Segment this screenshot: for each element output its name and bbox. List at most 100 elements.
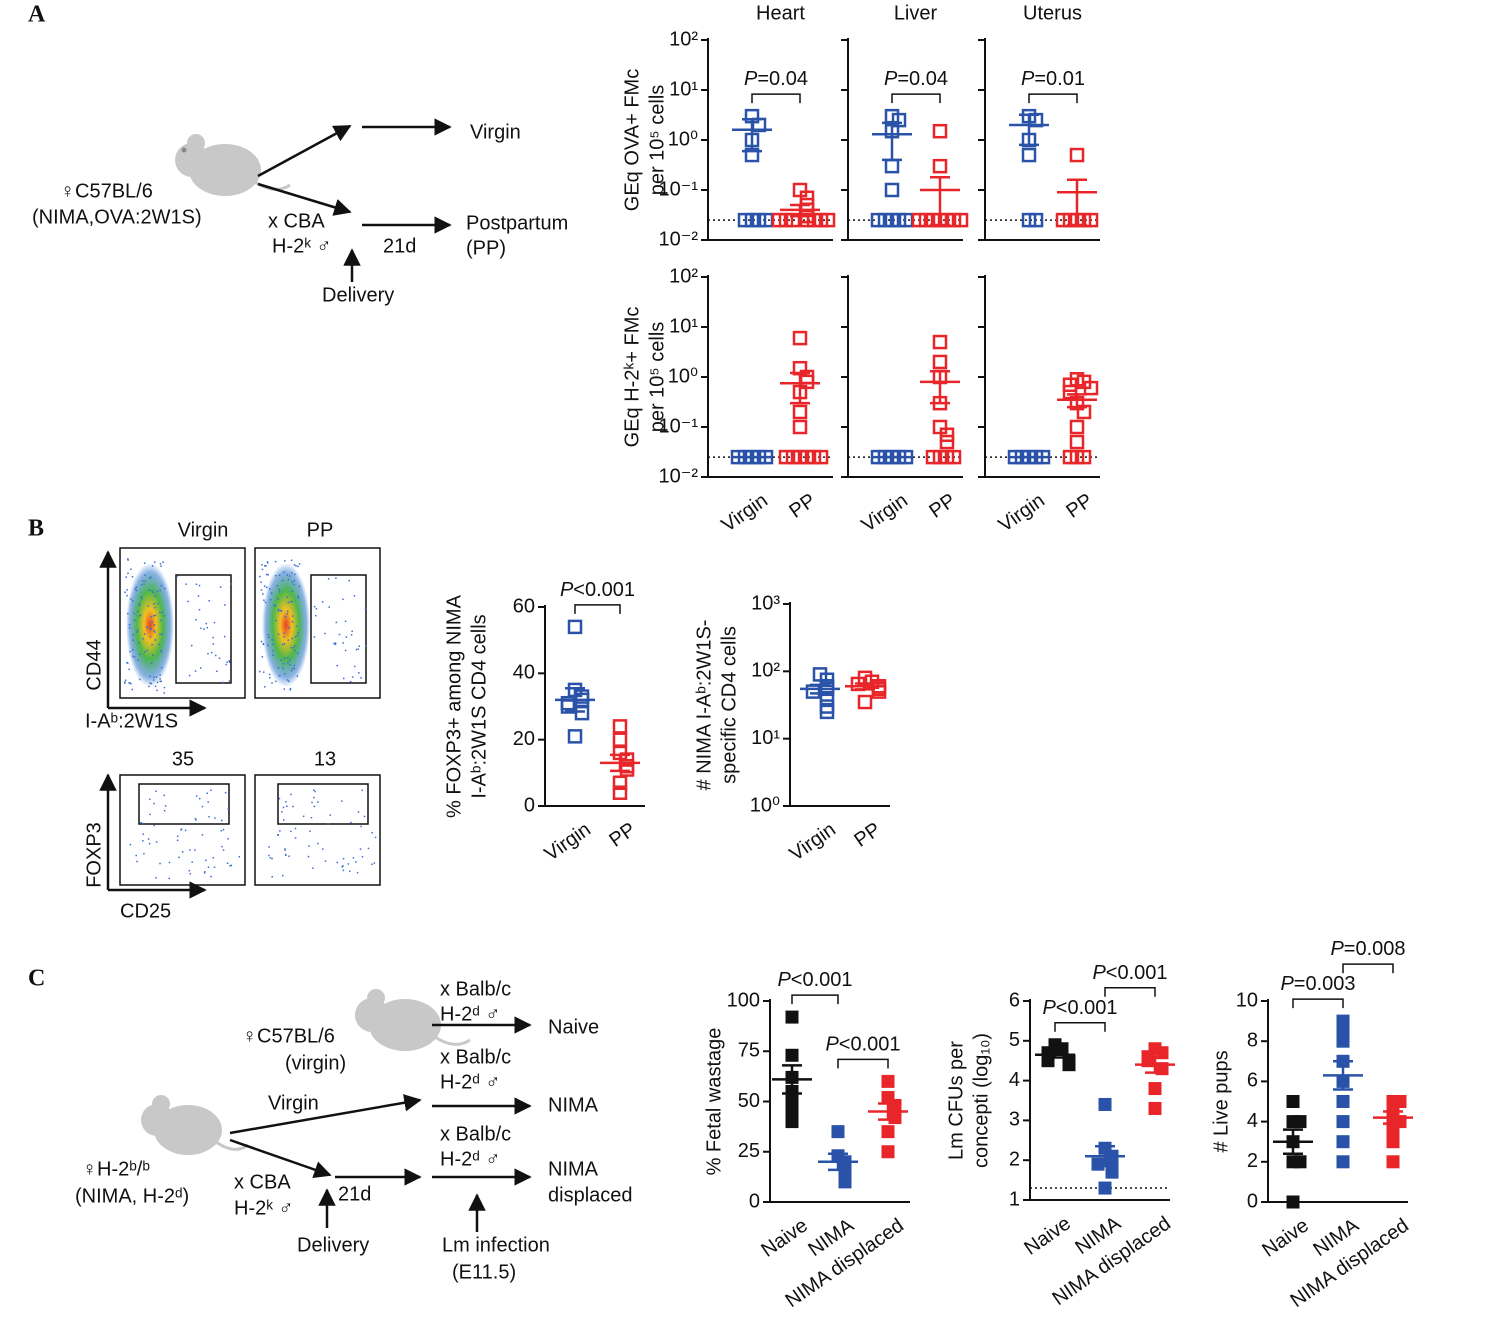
event-dot (149, 682, 151, 684)
cross-label: H-2ᵏ ♂ (272, 235, 332, 257)
event-dot (371, 831, 373, 834)
error-bar (855, 682, 875, 691)
data-point (785, 1115, 799, 1129)
p-value: P=0.003 (1280, 973, 1355, 995)
event-dot (272, 643, 274, 646)
event-dot (355, 861, 357, 863)
event-dot (273, 604, 275, 607)
event-dot (144, 651, 146, 653)
event-dot (151, 643, 153, 646)
event-dot (156, 689, 158, 692)
event-dot (290, 669, 293, 672)
error-bar (610, 753, 630, 773)
arrow (229, 1138, 332, 1179)
event-dot (261, 568, 264, 571)
event-dot (297, 565, 299, 568)
event-dot (336, 664, 338, 667)
event-dot (278, 591, 281, 593)
event-dot (291, 590, 294, 592)
event-dot (185, 583, 187, 585)
cross-label: x Balb/c (440, 978, 511, 1000)
y-axis (789, 602, 890, 807)
event-dot (347, 863, 350, 865)
data-point (785, 1010, 799, 1024)
event-dot (188, 674, 191, 677)
event-dot (132, 649, 134, 651)
y-tick-label: 10² (669, 265, 698, 287)
event-dot (348, 579, 350, 582)
event-dot (324, 632, 326, 635)
column-label: Virgin (178, 519, 229, 541)
event-dot (159, 678, 161, 680)
event-dot (143, 852, 145, 855)
event-dot (208, 816, 210, 818)
event-dot (308, 845, 310, 847)
event-dot (275, 680, 277, 683)
p-value: P<0.001 (777, 969, 852, 991)
event-dot (136, 860, 138, 863)
event-dot (127, 559, 129, 561)
event-dot (140, 822, 142, 824)
event-dot (271, 682, 273, 684)
event-dot (313, 789, 315, 791)
error-bar (790, 203, 810, 218)
event-dot (268, 846, 270, 848)
event-dot (143, 562, 146, 564)
event-dot (269, 856, 272, 859)
event-dot (284, 848, 286, 850)
data-point (1336, 1034, 1350, 1048)
data-point (1098, 1097, 1112, 1111)
event-dot (338, 633, 341, 636)
event-dot (344, 649, 347, 652)
significance-bracket (1292, 998, 1344, 1009)
data-point (1336, 1095, 1350, 1108)
event-dot (159, 680, 161, 683)
event-dot (154, 639, 156, 641)
event-dot (353, 665, 356, 668)
significance-bracket (891, 93, 941, 104)
event-dot (150, 662, 153, 665)
event-dot (132, 655, 134, 658)
p-value: P<0.001 (560, 579, 635, 601)
event-dot (227, 808, 229, 810)
event-dot (291, 621, 294, 623)
p-value: P<0.001 (1042, 997, 1117, 1019)
event-dot (155, 676, 158, 678)
event-dot (131, 576, 134, 578)
y-tick-label: 10² (751, 660, 780, 682)
data-point (1021, 147, 1037, 163)
event-dot (206, 792, 208, 795)
event-dot (161, 611, 164, 614)
data-point (911, 212, 927, 228)
event-dot (230, 583, 233, 585)
event-dot (315, 614, 317, 617)
event-dot (154, 606, 156, 609)
cross-label: x CBA (234, 1171, 291, 1193)
event-dot (159, 862, 161, 865)
event-dot (163, 692, 165, 694)
event-dot (261, 563, 263, 566)
event-dot (194, 670, 197, 672)
event-dot (135, 854, 137, 857)
event-label: Delivery (297, 1234, 369, 1256)
data-point (819, 704, 835, 720)
data-point (881, 1074, 895, 1088)
arrow (229, 1094, 422, 1135)
x-tick-label: Virgin (995, 489, 1049, 536)
event-dot (286, 679, 289, 681)
event-dot (292, 646, 295, 649)
event-dot (138, 641, 140, 644)
event-dot (342, 642, 344, 644)
event-dot (190, 644, 193, 647)
event-dot (364, 645, 367, 647)
event-dot (286, 574, 288, 576)
y-tick-label: 10 (1236, 989, 1258, 1011)
error-bar (878, 1102, 898, 1121)
event-dot (328, 606, 330, 608)
event-dot (207, 866, 210, 869)
event-dot (287, 601, 289, 604)
event-dot (334, 643, 337, 646)
data-point (884, 158, 900, 174)
event-dot (291, 637, 293, 640)
mother-detail: (NIMA, H-2ᵈ) (75, 1185, 189, 1207)
